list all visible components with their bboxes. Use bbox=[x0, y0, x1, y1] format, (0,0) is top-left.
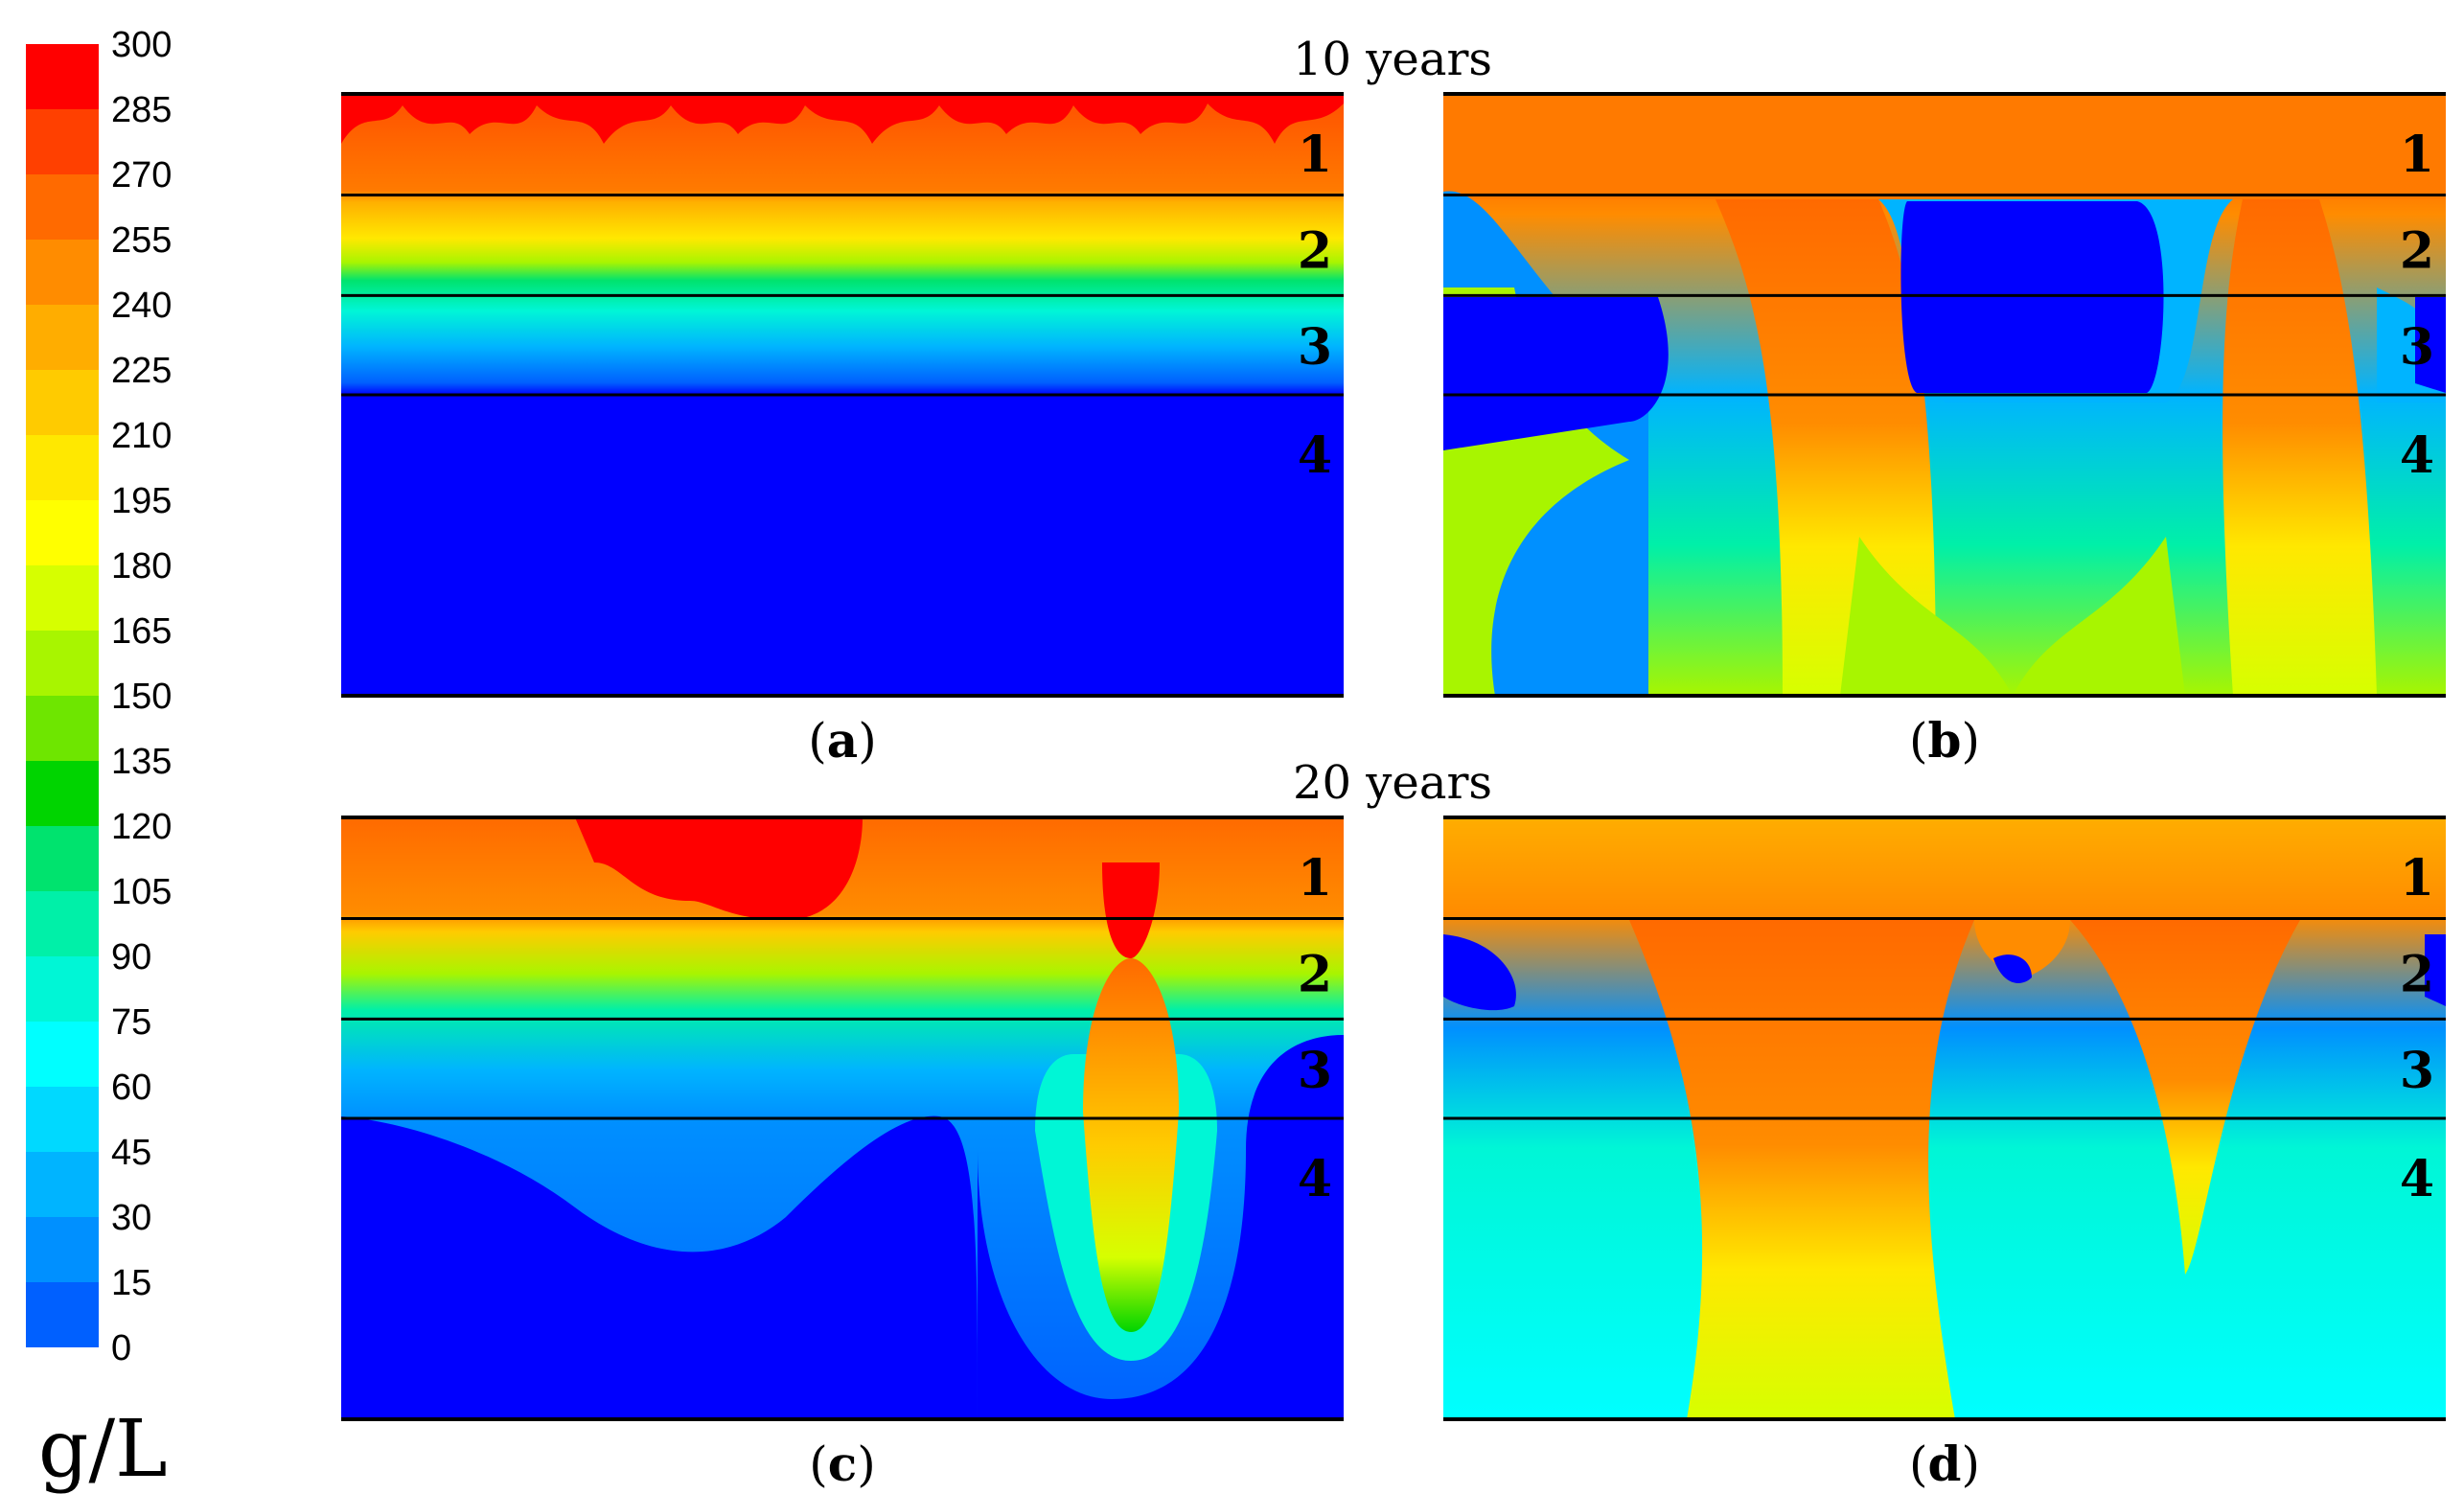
colorbar-tick-label: 30 bbox=[111, 1198, 151, 1238]
panel-caption-b: (b) bbox=[1909, 712, 1980, 769]
colorbar-segment bbox=[26, 435, 99, 500]
colorbar-segment bbox=[26, 500, 99, 565]
colorbar-segment bbox=[26, 1152, 99, 1217]
colorbar-segment bbox=[26, 761, 99, 826]
colorbar-tick-label: 90 bbox=[111, 937, 151, 977]
layer-number: 2 bbox=[1298, 221, 1332, 280]
colorbar-tick-label: 255 bbox=[111, 220, 172, 261]
colorbar-segment bbox=[26, 631, 99, 696]
header-20-years: 20 years bbox=[1293, 756, 1492, 810]
colorbar-tick-label: 240 bbox=[111, 286, 172, 326]
colorbar-segment bbox=[26, 1217, 99, 1282]
colorbar-segment bbox=[26, 956, 99, 1022]
layer-number: 1 bbox=[2400, 126, 2434, 184]
colorbar-segment bbox=[26, 565, 99, 631]
layer-number: 2 bbox=[2400, 221, 2434, 280]
colorbar-tick-label: 285 bbox=[111, 90, 172, 130]
panel-caption-a: (a) bbox=[808, 712, 876, 769]
layer-number: 4 bbox=[1298, 426, 1332, 485]
colorbar-segment bbox=[26, 240, 99, 305]
panel-caption-c: (c) bbox=[809, 1436, 875, 1492]
colorbar-segment bbox=[26, 891, 99, 956]
colorbar-tick-label: 300 bbox=[111, 25, 172, 65]
layer-number: 3 bbox=[1298, 1042, 1332, 1100]
colorbar-tick-label: 45 bbox=[111, 1133, 151, 1173]
layer-number: 3 bbox=[2400, 1042, 2434, 1100]
colorbar-segment bbox=[26, 370, 99, 435]
colorbar-tick-label: 120 bbox=[111, 807, 172, 847]
colorbar-tick-label: 105 bbox=[111, 872, 172, 912]
colorbar-tick-label: 180 bbox=[111, 546, 172, 586]
layer-number: 1 bbox=[1298, 126, 1332, 184]
colorbar-tick-label: 0 bbox=[111, 1328, 131, 1368]
colorbar-unit: g/L bbox=[38, 1404, 168, 1494]
colorbar-segment bbox=[26, 174, 99, 240]
colorbar-segment bbox=[26, 826, 99, 891]
panel-caption-d: (d) bbox=[1909, 1436, 1980, 1492]
layer-number: 2 bbox=[2400, 945, 2434, 1003]
colorbar-segment bbox=[26, 1282, 99, 1347]
layer-number: 1 bbox=[1298, 849, 1332, 908]
colorbar-tick-label: 75 bbox=[111, 1002, 151, 1043]
colorbar-tick-label: 270 bbox=[111, 155, 172, 195]
layer-number: 1 bbox=[2400, 849, 2434, 908]
colorbar-segment bbox=[26, 1022, 99, 1087]
colorbar-tick-label: 15 bbox=[111, 1263, 151, 1303]
layer-number: 3 bbox=[2400, 318, 2434, 377]
colorbar-segment bbox=[26, 305, 99, 370]
header-10-years: 10 years bbox=[1293, 33, 1492, 86]
colorbar-tick-label: 150 bbox=[111, 677, 172, 717]
layer-number: 3 bbox=[1298, 318, 1332, 377]
panel-overlays: 1 2 3 4 (a) 1 2 3 4 (b) 1 2 3 4 (c) 1 2 3 4 (d) bbox=[341, 92, 2446, 1492]
colorbar-segment bbox=[26, 1087, 99, 1152]
colorbar-segment bbox=[26, 696, 99, 761]
colorbar: 3002852702552402252101951801651501351201… bbox=[26, 25, 172, 1368]
layer-number: 4 bbox=[1298, 1150, 1332, 1208]
layer-number: 4 bbox=[2400, 1150, 2434, 1208]
colorbar-tick-label: 135 bbox=[111, 742, 172, 782]
colorbar-tick-label: 195 bbox=[111, 481, 172, 521]
colorbar-tick-label: 210 bbox=[111, 416, 172, 456]
colorbar-tick-label: 60 bbox=[111, 1068, 151, 1108]
colorbar-tick-label: 225 bbox=[111, 351, 172, 391]
colorbar-segment bbox=[26, 44, 99, 109]
layer-number: 4 bbox=[2400, 426, 2434, 485]
layer-number: 2 bbox=[1298, 945, 1332, 1003]
colorbar-tick-label: 165 bbox=[111, 611, 172, 652]
colorbar-segment bbox=[26, 109, 99, 174]
